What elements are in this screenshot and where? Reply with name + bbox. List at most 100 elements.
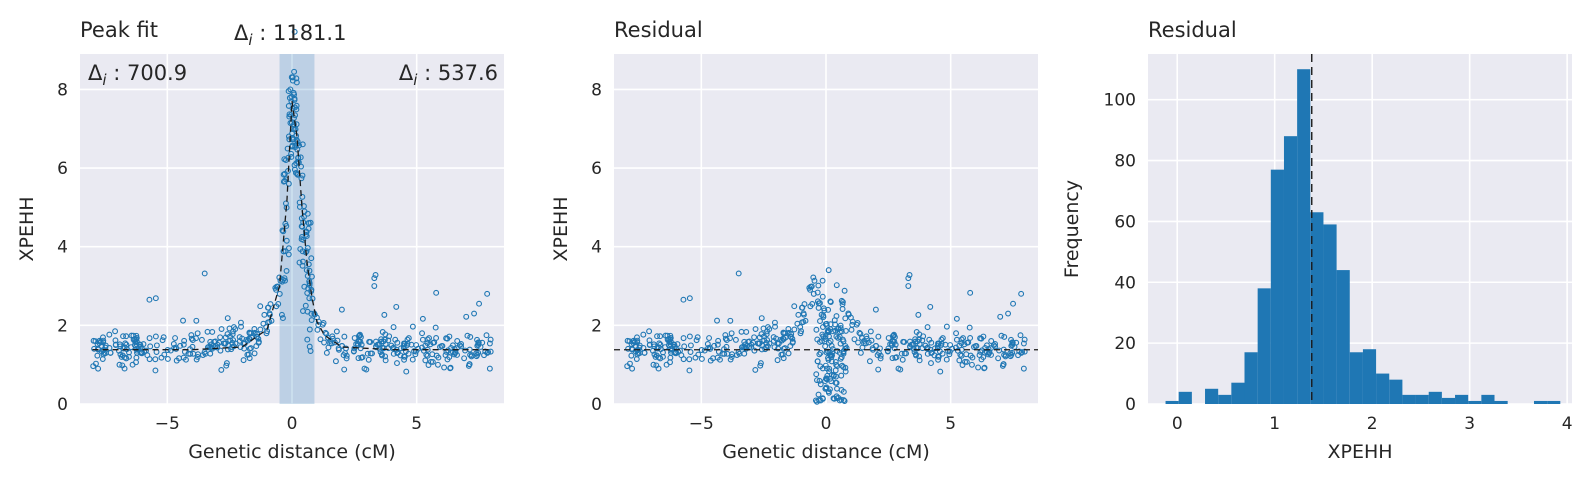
scatter-point — [281, 178, 288, 184]
scatter-point — [832, 321, 839, 328]
scatter-point — [299, 141, 306, 148]
scatter-point — [634, 339, 641, 346]
scatter-point — [170, 341, 177, 347]
scatter-point — [236, 334, 243, 341]
scatter-point — [863, 333, 870, 340]
scatter-point — [188, 335, 195, 342]
scatter-point — [809, 300, 816, 307]
scatter-point — [487, 348, 494, 355]
scatter-point — [473, 350, 480, 357]
scatter-point — [988, 345, 995, 352]
scatter-point — [95, 365, 102, 372]
scatter-point — [981, 364, 988, 371]
scatter-point — [283, 237, 290, 244]
y-tick-label: 0 — [1125, 395, 1136, 415]
histogram-bar — [1349, 352, 1363, 404]
scatter-point — [129, 361, 136, 368]
scatter-point — [382, 331, 389, 338]
scatter-point — [133, 332, 140, 339]
scatter-point — [812, 397, 819, 404]
delta-annotation: Δi : 700.9 — [88, 61, 187, 89]
scatter-point — [280, 178, 287, 185]
scatter-point — [969, 361, 975, 368]
x-tick-label: 2 — [1367, 414, 1378, 434]
scatter-point — [895, 365, 902, 372]
scatter-point — [717, 356, 723, 363]
scatter-point — [292, 112, 299, 119]
delta-annotation: Δi : 1181.1 — [234, 21, 346, 49]
scatter-point — [916, 357, 923, 364]
scatter-point — [842, 368, 849, 375]
scatter-point — [811, 277, 818, 284]
scatter-point — [625, 345, 632, 352]
scatter-point — [451, 351, 458, 358]
scatter-point — [872, 306, 879, 313]
scatter-point — [985, 351, 992, 358]
scatter-point — [667, 338, 674, 345]
scatter-point — [308, 255, 315, 262]
scatter-point — [825, 267, 832, 274]
scatter-point — [298, 175, 305, 182]
scatter-point — [483, 332, 490, 339]
scatter-point — [819, 293, 826, 300]
scatter-point — [461, 355, 468, 362]
scatter-point — [823, 320, 830, 327]
scatter-point — [356, 332, 363, 339]
scatter-point — [956, 342, 963, 349]
scatter-point — [255, 339, 262, 346]
scatter-point — [977, 349, 984, 355]
scatter-point — [901, 339, 908, 345]
scatter-point — [335, 345, 342, 352]
scatter-point — [476, 300, 483, 307]
scatter-point — [663, 361, 670, 368]
scatter-point — [229, 331, 236, 338]
scatter-point — [781, 345, 788, 352]
scatter-point — [814, 336, 821, 343]
panel-title: Residual — [614, 18, 703, 42]
scatter-point — [754, 340, 761, 347]
scatter-point — [704, 341, 711, 347]
scatter-point — [361, 365, 368, 372]
scatter-point — [133, 338, 140, 345]
scatter-point — [425, 362, 432, 368]
scatter-point — [274, 283, 281, 290]
scatter-point — [426, 335, 433, 342]
scatter-point — [995, 355, 1002, 362]
scatter-point — [379, 352, 385, 359]
scatter-point — [833, 379, 840, 386]
scatter-point — [1000, 361, 1007, 368]
scatter-point — [997, 313, 1004, 320]
scatter-point — [998, 332, 1005, 339]
scatter-point — [218, 326, 225, 332]
scatter-point — [325, 344, 332, 351]
scatter-point — [116, 361, 123, 368]
scatter-point — [393, 303, 400, 310]
scatter-point — [791, 326, 798, 333]
scatter-point — [267, 301, 274, 308]
scatter-point — [914, 338, 921, 345]
scatter-point — [429, 358, 436, 365]
scatter-point — [289, 77, 296, 84]
scatter-point — [112, 337, 119, 344]
scatter-point — [438, 343, 445, 350]
scatter-point — [958, 352, 965, 359]
scatter-point — [405, 335, 412, 342]
scatter-point — [299, 234, 305, 240]
scatter-point — [427, 341, 434, 348]
scatter-point — [484, 290, 491, 297]
scatter-point — [343, 355, 350, 362]
scatter-point — [454, 345, 461, 352]
scatter-point — [96, 340, 103, 346]
histogram-bar — [1441, 397, 1456, 404]
scatter-point — [240, 357, 247, 364]
scatter-point — [937, 368, 944, 375]
scatter-point — [815, 391, 822, 398]
scatter-point — [419, 315, 426, 322]
scatter-point — [831, 317, 838, 324]
scatter-point — [139, 349, 145, 356]
scatter-point — [818, 311, 825, 318]
scatter-point — [654, 333, 661, 340]
scatter-point — [152, 356, 159, 363]
scatter-point — [953, 315, 960, 322]
scatter-point — [967, 289, 974, 296]
